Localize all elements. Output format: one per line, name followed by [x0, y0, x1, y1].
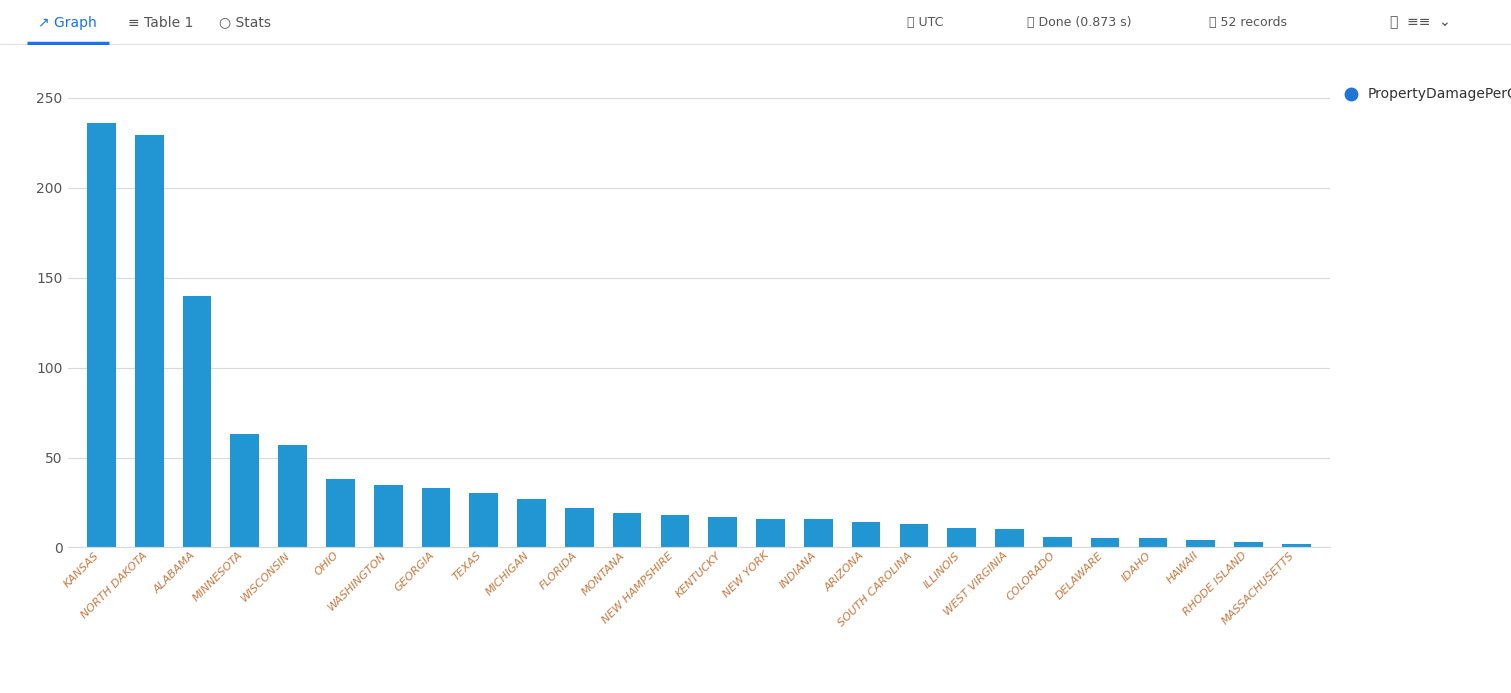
Bar — [1186, 541, 1215, 547]
Bar — [899, 524, 928, 547]
Text: ✅ Done (0.873 s): ✅ Done (0.873 s) — [1027, 16, 1132, 29]
Bar — [373, 484, 402, 547]
Text: ○ Stats: ○ Stats — [219, 15, 270, 30]
Bar — [422, 488, 450, 547]
Bar — [756, 518, 784, 547]
Bar — [996, 529, 1024, 547]
Bar — [613, 514, 642, 547]
Bar — [1281, 544, 1310, 547]
Bar — [1138, 538, 1166, 547]
Bar — [1234, 542, 1263, 547]
Bar — [278, 445, 307, 547]
Bar — [709, 517, 737, 547]
Bar — [470, 493, 499, 547]
Text: ↗ Graph: ↗ Graph — [38, 15, 97, 30]
Bar — [804, 518, 833, 547]
Bar — [231, 434, 260, 547]
Bar — [517, 499, 545, 547]
Bar — [1091, 538, 1120, 547]
Text: ⧉  ≡≡  ⌄: ⧉ ≡≡ ⌄ — [1390, 15, 1451, 30]
Bar — [660, 515, 689, 547]
Bar — [947, 527, 976, 547]
Bar — [183, 296, 212, 547]
Bar — [326, 479, 355, 547]
Text: PropertyDamagePerCapita: PropertyDamagePerCapita — [1367, 87, 1511, 100]
Text: ⌗ 52 records: ⌗ 52 records — [1209, 16, 1287, 29]
Bar — [852, 523, 881, 547]
Bar — [134, 135, 163, 547]
Text: ⏰ UTC: ⏰ UTC — [907, 16, 943, 29]
Text: ≡ Table 1: ≡ Table 1 — [128, 15, 193, 30]
Bar — [1043, 536, 1071, 547]
Bar — [565, 508, 594, 547]
Bar — [88, 123, 116, 547]
